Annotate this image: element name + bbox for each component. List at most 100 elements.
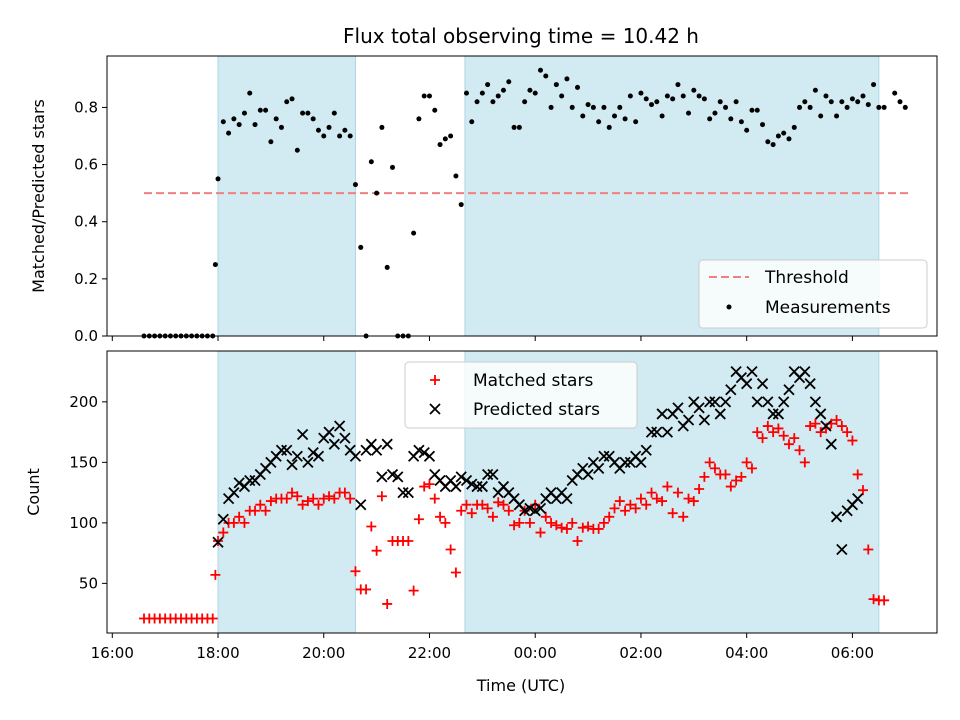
measurement-point bbox=[500, 87, 506, 93]
measurement-point bbox=[442, 136, 448, 142]
measurement-point bbox=[812, 87, 818, 93]
predicted-point bbox=[799, 365, 811, 378]
measurement-point bbox=[627, 93, 633, 99]
predicted-point bbox=[725, 384, 737, 396]
matched-point bbox=[810, 418, 821, 429]
matched-point bbox=[509, 520, 520, 531]
measurement-point bbox=[300, 110, 306, 116]
measurement-point bbox=[538, 67, 544, 73]
measurement-point bbox=[352, 182, 358, 188]
matched-point bbox=[662, 481, 673, 492]
matched-point bbox=[339, 487, 350, 498]
matched-point bbox=[440, 517, 451, 528]
predicted-point bbox=[830, 511, 843, 523]
matched-point bbox=[879, 595, 890, 606]
matched-point bbox=[609, 503, 620, 514]
measurement-point bbox=[532, 90, 538, 96]
predicted-point bbox=[339, 432, 351, 444]
measurement-point bbox=[781, 130, 787, 136]
measurement-point bbox=[728, 116, 734, 122]
predicted-point bbox=[820, 420, 832, 432]
matched-point bbox=[567, 517, 578, 528]
predicted-point bbox=[719, 396, 732, 408]
x-tick-label: 06:00 bbox=[831, 644, 874, 662]
legend-measurement-label: Measurements bbox=[765, 298, 891, 318]
matched-point bbox=[413, 514, 424, 525]
measurement-point bbox=[548, 104, 554, 110]
measurement-point bbox=[701, 96, 707, 102]
matched-point bbox=[239, 517, 250, 528]
measurement-point bbox=[897, 99, 903, 105]
measurement-point bbox=[775, 133, 781, 139]
measurement-point bbox=[865, 102, 871, 108]
matched-point bbox=[435, 511, 446, 522]
chart-title: Flux total observing time = 10.42 h bbox=[343, 24, 699, 48]
matched-point bbox=[646, 487, 657, 498]
matched-point bbox=[752, 427, 763, 438]
x-tick-label: 22:00 bbox=[408, 644, 451, 662]
measurement-point bbox=[760, 122, 766, 128]
measurement-point bbox=[881, 104, 887, 110]
measurement-point bbox=[849, 96, 855, 102]
measurement-point bbox=[448, 133, 454, 139]
predicted-point bbox=[593, 462, 605, 475]
measurement-point bbox=[485, 82, 491, 88]
matched-point bbox=[799, 457, 810, 468]
measurement-point bbox=[379, 124, 385, 130]
predicted-point bbox=[698, 414, 711, 426]
measurement-point bbox=[294, 147, 300, 153]
measurement-point bbox=[564, 76, 570, 82]
matched-point bbox=[630, 503, 641, 514]
matched-point bbox=[620, 505, 631, 516]
measurement-point bbox=[368, 159, 374, 165]
matched-point bbox=[281, 493, 292, 504]
matched-point bbox=[361, 584, 372, 595]
predicted-point bbox=[376, 471, 388, 483]
measurement-point bbox=[855, 99, 861, 105]
matched-point bbox=[456, 505, 467, 516]
predicted-point bbox=[645, 426, 658, 438]
measurement-point bbox=[458, 202, 464, 208]
measurement-point bbox=[744, 127, 750, 133]
predicted-point bbox=[455, 471, 467, 483]
y-axis-label: Count bbox=[24, 468, 43, 516]
matched-point bbox=[551, 520, 562, 531]
matched-point bbox=[868, 594, 879, 605]
measurement-point bbox=[231, 116, 237, 122]
matched-point bbox=[672, 487, 683, 498]
measurement-point bbox=[263, 107, 269, 113]
matched-point bbox=[265, 496, 276, 507]
measurement-point bbox=[522, 99, 528, 105]
predicted-point bbox=[783, 384, 795, 396]
measurement-point bbox=[707, 116, 713, 122]
matched-point bbox=[429, 493, 440, 504]
matched-point bbox=[635, 493, 646, 504]
matched-point bbox=[345, 493, 356, 504]
matched-point bbox=[572, 536, 583, 547]
measurement-point bbox=[828, 99, 834, 105]
legend-top: Threshold Measurements bbox=[698, 259, 928, 329]
legend-box bbox=[404, 361, 638, 429]
measurement-point bbox=[453, 173, 459, 179]
measurement-point bbox=[876, 104, 882, 110]
measurement-point bbox=[374, 190, 380, 196]
matched-point bbox=[831, 414, 842, 425]
matched-point bbox=[741, 457, 752, 468]
matched-point bbox=[477, 499, 488, 510]
measurement-point bbox=[506, 79, 512, 85]
measurement-point bbox=[226, 130, 232, 136]
matched-point bbox=[688, 496, 699, 507]
shaded-interval-0 bbox=[217, 350, 356, 634]
matched-point bbox=[731, 475, 742, 486]
matched-point bbox=[657, 496, 668, 507]
matched-point bbox=[789, 433, 800, 444]
measurement-point bbox=[326, 124, 332, 130]
predicted-point bbox=[746, 365, 758, 378]
legend-matched-label: Matched stars bbox=[473, 371, 593, 391]
measurement-point bbox=[511, 124, 517, 130]
measurement-point bbox=[559, 93, 565, 99]
measurement-point bbox=[421, 93, 427, 99]
predicted-point bbox=[355, 499, 367, 511]
legend-box bbox=[698, 259, 928, 329]
